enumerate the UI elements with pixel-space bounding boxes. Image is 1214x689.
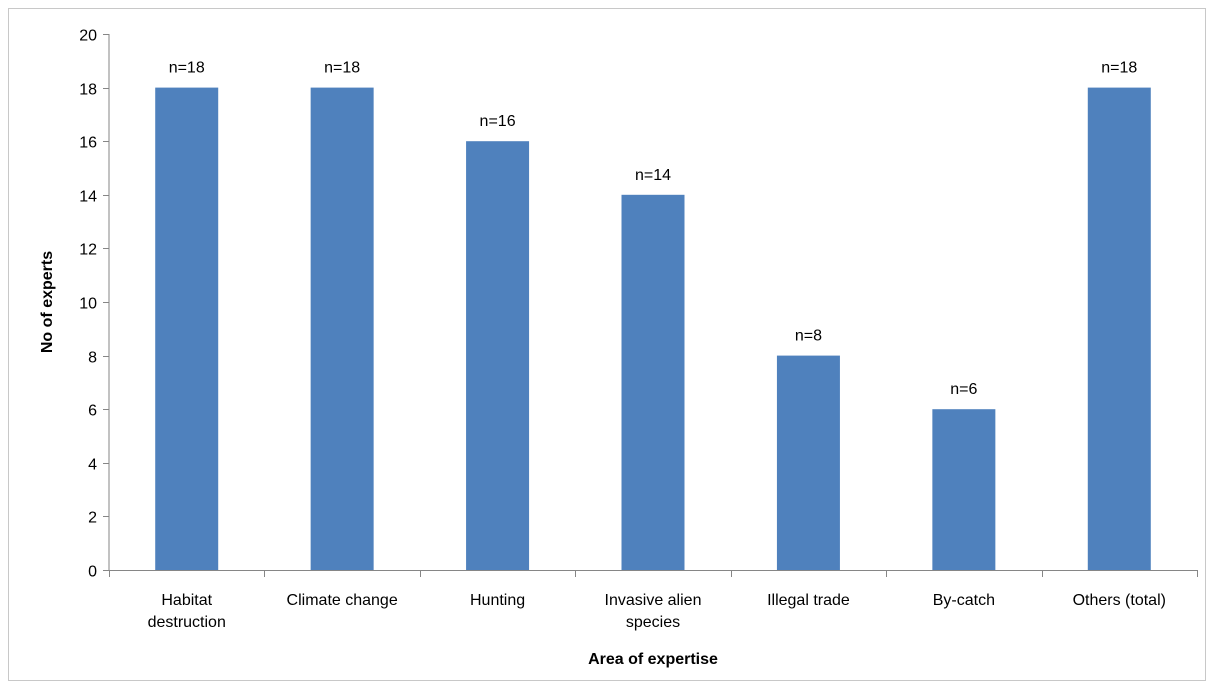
x-axis: Habitat destruction Climate change Hunting I… [109, 570, 1198, 631]
y-tick-label: 20 [79, 28, 97, 45]
bar [1088, 88, 1151, 570]
x-category-label: destruction [148, 614, 226, 631]
bar-data-label: n=14 [635, 167, 671, 184]
bars [155, 88, 1151, 570]
x-category-label: Invasive alien [605, 592, 702, 609]
x-category-label: Others (total) [1073, 592, 1166, 609]
bar-data-label: n=18 [169, 60, 205, 77]
y-axis: 0 2 4 6 8 10 12 14 16 18 20 [79, 28, 109, 581]
bar-data-label: n=18 [1101, 60, 1137, 77]
y-tick-label: 8 [88, 350, 97, 367]
bar [932, 409, 995, 570]
x-category-label: By-catch [933, 592, 995, 609]
x-category-label: Hunting [470, 592, 525, 609]
y-tick-label: 4 [88, 457, 97, 474]
y-tick-label: 18 [79, 82, 97, 99]
y-tick-label: 16 [79, 135, 97, 152]
bar [622, 195, 685, 570]
y-axis-title: No of experts [39, 251, 56, 353]
y-tick-label: 2 [88, 510, 97, 527]
y-tick-label: 6 [88, 403, 97, 420]
bar [311, 88, 374, 570]
x-category-label: Illegal trade [767, 592, 850, 609]
bar-data-label: n=16 [480, 113, 516, 130]
y-tick-label: 0 [88, 564, 97, 581]
bar [466, 141, 529, 570]
bar [777, 356, 840, 570]
bar [155, 88, 218, 570]
y-tick-label: 14 [79, 189, 97, 206]
x-category-label: Climate change [287, 592, 398, 609]
bar-data-label: n=6 [950, 381, 977, 398]
x-category-label: species [626, 614, 680, 631]
bar-data-label: n=8 [795, 328, 822, 345]
y-tick-label: 10 [79, 296, 97, 313]
x-category-label: Habitat [161, 592, 212, 609]
bar-data-label: n=18 [324, 60, 360, 77]
x-axis-title: Area of expertise [588, 651, 718, 668]
y-tick-label: 12 [79, 242, 97, 259]
